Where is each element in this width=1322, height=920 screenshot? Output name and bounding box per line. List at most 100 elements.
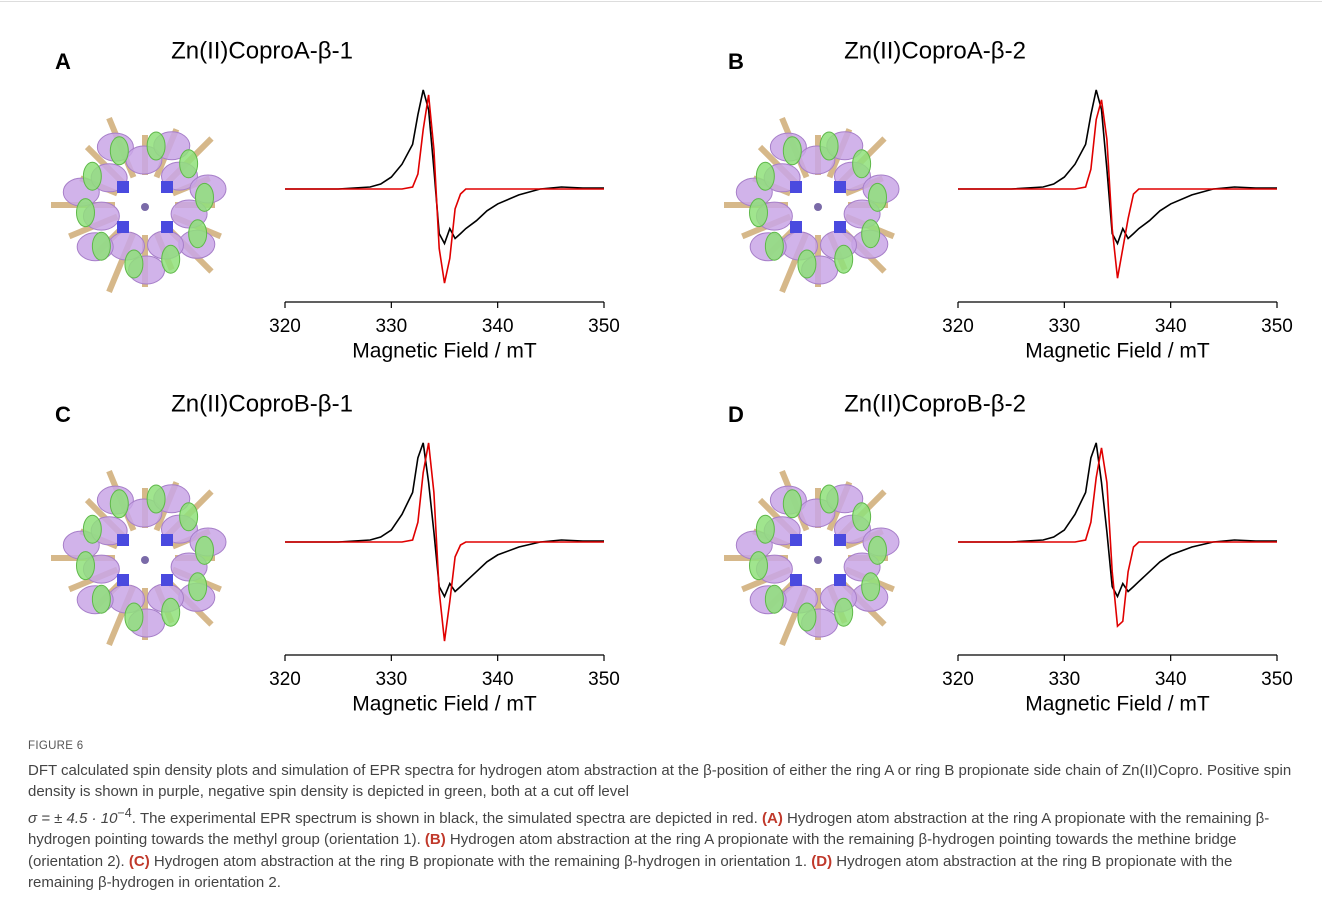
spin-negative (798, 250, 816, 278)
spin-negative (180, 150, 198, 178)
molecule (51, 471, 226, 645)
molecule (724, 118, 899, 292)
spin-negative (110, 490, 128, 518)
x-tick-label: 320 (942, 316, 974, 337)
x-tick-label: 320 (269, 669, 301, 690)
x-tick-label: 350 (588, 316, 620, 337)
spin-negative (125, 603, 143, 631)
spectrum-line (958, 448, 1277, 626)
spin-negative (110, 137, 128, 165)
x-axis-label: Magnetic Field / mT (1025, 340, 1210, 363)
panel-label: B (728, 49, 744, 74)
x-tick-label: 340 (482, 669, 514, 690)
nitrogen (790, 221, 802, 233)
spin-negative (869, 536, 887, 564)
caption-label: FIGURE 6 (28, 736, 1298, 758)
spin-negative (756, 162, 774, 190)
nitrogen (834, 221, 846, 233)
x-axis-label: Magnetic Field / mT (352, 340, 537, 363)
spin-negative (162, 598, 180, 626)
caption-body: DFT calculated spin density plots and si… (28, 760, 1298, 894)
panel-label: D (728, 402, 744, 427)
sigma-exponent: −4 (117, 806, 131, 820)
nitrogen (161, 534, 173, 546)
spin-negative (189, 573, 207, 601)
spin-negative (76, 552, 94, 580)
spin-negative (162, 245, 180, 273)
spin-negative (147, 132, 165, 160)
spin-negative (147, 485, 165, 513)
x-tick-label: 350 (1261, 669, 1293, 690)
spin-negative (756, 515, 774, 543)
caption: FIGURE 6 DFT calculated spin density plo… (28, 736, 1298, 894)
panel-title: Zn(II)CoproB-β-2 (844, 390, 1026, 417)
nitrogen (834, 534, 846, 546)
nitrogen (834, 181, 846, 193)
caption-intro: DFT calculated spin density plots and si… (28, 762, 1291, 801)
spin-negative (196, 536, 214, 564)
x-tick-label: 330 (375, 316, 407, 337)
molecule (51, 118, 226, 292)
spin-negative (835, 598, 853, 626)
item-label: (A) (762, 810, 783, 827)
panel-title: Zn(II)CoproA-β-2 (844, 37, 1026, 64)
zinc (141, 203, 149, 211)
x-tick-label: 320 (942, 669, 974, 690)
x-tick-label: 320 (269, 316, 301, 337)
spin-negative (125, 250, 143, 278)
spin-negative (853, 503, 871, 531)
x-tick-label: 330 (1048, 669, 1080, 690)
item-text: Hydrogen atom abstraction at the ring B … (154, 853, 807, 870)
spin-negative (76, 199, 94, 227)
caption-intro-end: . The experimental EPR spectrum is shown… (132, 810, 758, 827)
x-tick-label: 330 (1048, 316, 1080, 337)
x-tick-label: 340 (482, 316, 514, 337)
x-axis-label: Magnetic Field / mT (352, 693, 537, 716)
panel-label: A (55, 49, 71, 74)
nitrogen (117, 534, 129, 546)
sigma: σ = ± 4.5 · 10 (28, 810, 117, 827)
nitrogen (790, 534, 802, 546)
spin-negative (820, 132, 838, 160)
spin-negative (853, 150, 871, 178)
nitrogen (790, 574, 802, 586)
nitrogen (161, 221, 173, 233)
nitrogen (117, 221, 129, 233)
spectrum-line (958, 90, 1277, 244)
nitrogen (790, 181, 802, 193)
spin-negative (749, 552, 767, 580)
spin-negative (835, 245, 853, 273)
x-tick-label: 340 (1155, 316, 1187, 337)
nitrogen (161, 574, 173, 586)
panel-title: Zn(II)CoproA-β-1 (171, 37, 353, 64)
zinc (814, 203, 822, 211)
spin-negative (196, 183, 214, 211)
item-label: (B) (425, 831, 446, 848)
spin-negative (869, 183, 887, 211)
x-tick-label: 330 (375, 669, 407, 690)
spin-negative (749, 199, 767, 227)
spin-negative (92, 232, 110, 260)
x-tick-label: 340 (1155, 669, 1187, 690)
spectrum-line (285, 443, 604, 641)
molecule (724, 471, 899, 645)
figure: A Zn(II)CoproA-β-1 320 330 340 350 Magnetic Fi… (0, 0, 1322, 730)
item-label: (C) (129, 853, 150, 870)
spin-negative (798, 603, 816, 631)
spin-negative (189, 220, 207, 248)
page: A Zn(II)CoproA-β-1 320 330 340 350 Magnetic Fi… (0, 0, 1322, 920)
spin-negative (765, 585, 783, 613)
spectrum-line (285, 90, 604, 244)
spectrum-line (285, 443, 604, 597)
zinc (141, 556, 149, 564)
nitrogen (117, 574, 129, 586)
spectrum-line (285, 95, 604, 283)
panel-label: C (55, 402, 71, 427)
spin-negative (783, 137, 801, 165)
nitrogen (161, 181, 173, 193)
spin-negative (820, 485, 838, 513)
item-label: (D) (811, 853, 832, 870)
x-axis-label: Magnetic Field / mT (1025, 693, 1210, 716)
spin-negative (862, 220, 880, 248)
nitrogen (834, 574, 846, 586)
